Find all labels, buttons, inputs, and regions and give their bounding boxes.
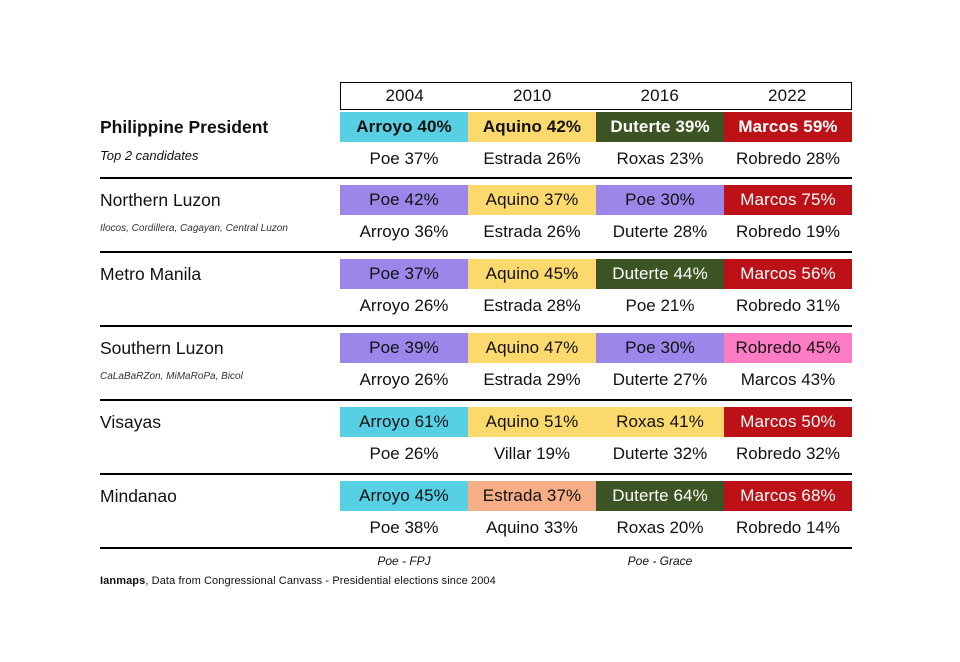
- winner-cell: Aquino 37%: [468, 185, 596, 215]
- runner-up-cell: Robredo 14%: [736, 518, 840, 537]
- runner-up-cell: Estrada 28%: [483, 296, 581, 315]
- runner-up-cell: Poe 37%: [369, 149, 439, 168]
- winner-cell: Duterte 39%: [596, 112, 724, 142]
- row-visayas: Visayas Arroyo 61% Aquino 51% Roxas 41% …: [100, 399, 852, 473]
- runner-up-cell: Robredo 32%: [736, 444, 840, 463]
- runner-up-cell: Estrada 26%: [483, 222, 581, 241]
- year-label-2004: 2004: [385, 86, 425, 105]
- runner-up-cell: Poe 26%: [369, 444, 439, 463]
- row-mindanao: Mindanao Arroyo 45% Estrada 37% Duterte …: [100, 473, 852, 547]
- row-northern-luzon: Northern Luzon Ilocos, Cordillera, Cagay…: [100, 177, 852, 251]
- runner-up-cell: Roxas 23%: [616, 149, 704, 168]
- source-name: Ianmaps: [100, 575, 146, 587]
- winner-cell: Marcos 50%: [724, 407, 852, 437]
- winner-cell: Arroyo 40%: [340, 112, 468, 142]
- runner-up-cell: Aquino 33%: [486, 518, 578, 537]
- winner-cell: Estrada 37%: [468, 481, 596, 511]
- page-title: Philippine President: [100, 116, 269, 137]
- page-subtitle: Top 2 candidates: [100, 148, 199, 163]
- winner-cell: Arroyo 45%: [340, 481, 468, 511]
- footnote-row: Poe - FPJ Poe - Grace: [340, 549, 852, 569]
- source-description: , Data from Congressional Canvass - Pres…: [145, 575, 496, 587]
- winner-cell: Marcos 75%: [724, 185, 852, 215]
- region-label: Southern Luzon: [100, 337, 224, 358]
- row-philippine-president: Philippine President Top 2 candidates Ar…: [100, 112, 852, 177]
- region-label: Mindanao: [100, 485, 177, 506]
- runner-up-cell: Duterte 27%: [612, 370, 708, 389]
- region-sublabel: CaLaBaRZon, MiMaRoPa, Bicol: [100, 371, 243, 382]
- region-label: Visayas: [100, 411, 161, 432]
- winner-cell: Marcos 59%: [724, 112, 852, 142]
- row-metro-manila: Metro Manila Poe 37% Aquino 45% Duterte …: [100, 251, 852, 325]
- source-caption: Ianmaps, Data from Congressional Canvass…: [100, 569, 852, 587]
- runner-up-cell: Villar 19%: [493, 444, 571, 463]
- year-label-2022: 2022: [767, 86, 807, 105]
- region-label: Metro Manila: [100, 263, 202, 284]
- runner-up-cell: Arroyo 26%: [359, 296, 449, 315]
- winner-cell: Robredo 45%: [724, 333, 852, 363]
- winner-cell: Duterte 64%: [596, 481, 724, 511]
- winner-cell: Aquino 45%: [468, 259, 596, 289]
- winner-cell: Marcos 68%: [724, 481, 852, 511]
- runner-up-cell: Poe 38%: [369, 518, 439, 537]
- row-southern-luzon: Southern Luzon CaLaBaRZon, MiMaRoPa, Bic…: [100, 325, 852, 399]
- runner-up-cell: Roxas 20%: [616, 518, 704, 537]
- runner-up-cell: Arroyo 26%: [359, 370, 449, 389]
- election-results-table: 2004 2010 2016 2022 Philippine President…: [100, 82, 852, 587]
- runner-up-cell: Robredo 19%: [736, 222, 840, 241]
- winner-cell: Aquino 51%: [468, 407, 596, 437]
- winner-cell: Poe 42%: [340, 185, 468, 215]
- winner-cell: Aquino 47%: [468, 333, 596, 363]
- runner-up-cell: Marcos 43%: [740, 370, 836, 389]
- runner-up-cell: Arroyo 36%: [359, 222, 449, 241]
- footnote-poe-grace: Poe - Grace: [627, 554, 693, 568]
- footnote-poe-fpj: Poe - FPJ: [377, 554, 431, 568]
- winner-cell: Roxas 41%: [596, 407, 724, 437]
- divider: [100, 547, 852, 549]
- winner-cell: Arroyo 61%: [340, 407, 468, 437]
- runner-up-cell: Robredo 28%: [736, 149, 840, 168]
- runner-up-cell: Duterte 32%: [612, 444, 708, 463]
- winner-cell: Poe 39%: [340, 333, 468, 363]
- runner-up-cell: Robredo 31%: [736, 296, 840, 315]
- winner-cell: Duterte 44%: [596, 259, 724, 289]
- runner-up-cell: Estrada 29%: [483, 370, 581, 389]
- runner-up-cell: Poe 21%: [625, 296, 695, 315]
- winner-cell: Marcos 56%: [724, 259, 852, 289]
- winner-cell: Poe 30%: [596, 333, 724, 363]
- region-label: Northern Luzon: [100, 189, 221, 210]
- year-label-2010: 2010: [512, 86, 552, 105]
- winner-cell: Aquino 42%: [468, 112, 596, 142]
- year-label-2016: 2016: [640, 86, 680, 105]
- year-header-row: 2004 2010 2016 2022: [340, 82, 852, 110]
- runner-up-cell: Estrada 26%: [483, 149, 581, 168]
- runner-up-cell: Duterte 28%: [612, 222, 708, 241]
- winner-cell: Poe 37%: [340, 259, 468, 289]
- winner-cell: Poe 30%: [596, 185, 724, 215]
- region-sublabel: Ilocos, Cordillera, Cagayan, Central Luz…: [100, 223, 288, 234]
